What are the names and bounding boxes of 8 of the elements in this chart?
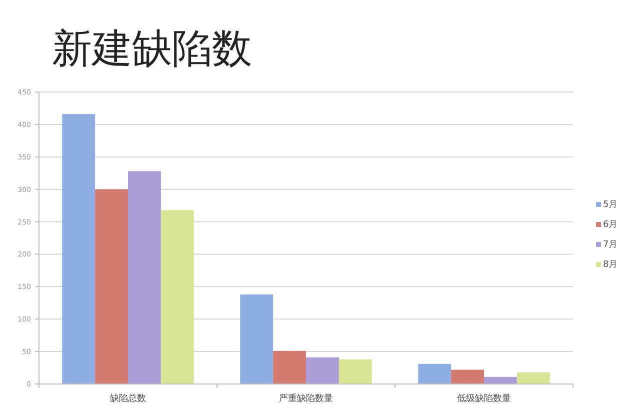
title: 新建缺陷数 <box>52 26 252 72</box>
legend-label: 5月 <box>603 200 618 210</box>
x-tick-label: 缺陷总数 <box>110 394 146 404</box>
legend-label: 8月 <box>603 260 618 270</box>
x-tick-label: 低级缺陷数量 <box>457 394 511 404</box>
legend-label: 6月 <box>603 220 618 230</box>
legend-label: 7月 <box>603 240 618 250</box>
x-tick-label: 严重缺陷数量 <box>279 394 333 404</box>
